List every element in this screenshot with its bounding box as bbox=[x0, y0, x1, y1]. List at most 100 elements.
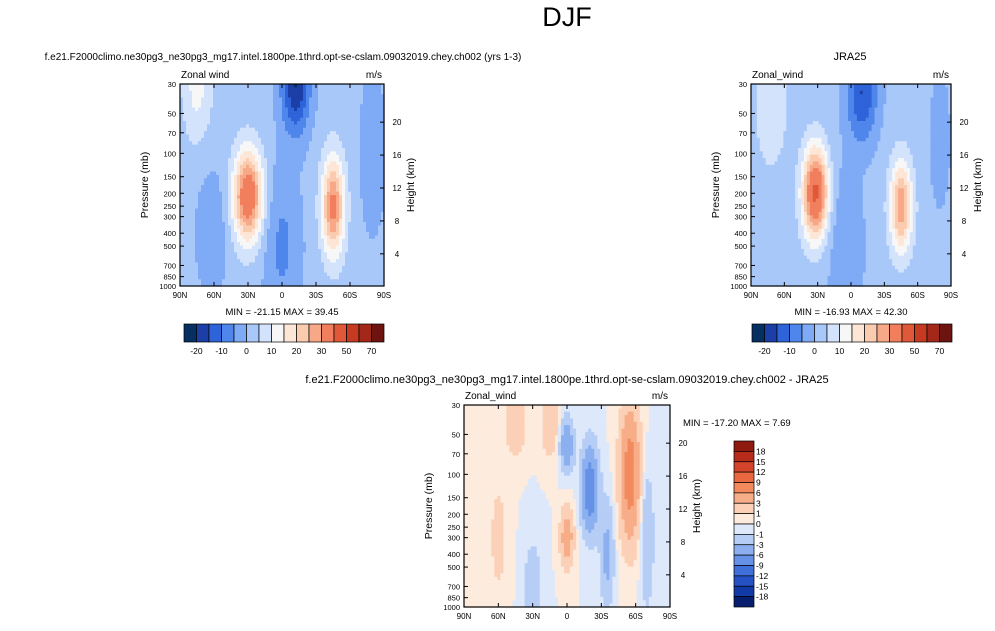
colorbar-swatch bbox=[764, 323, 778, 343]
x-tick-label: 60S bbox=[343, 291, 357, 300]
panel-1: 90N 60N 30N 0 30S 60S 90S 30 50 70 100 150 200 250 300… bbox=[139, 70, 417, 318]
colorbar-label: -20 bbox=[190, 346, 203, 356]
x-tick-label: 30N bbox=[810, 291, 825, 300]
colorbar-label: -1 bbox=[756, 529, 764, 539]
colorbar-swatch bbox=[271, 323, 285, 343]
p-tick-label: 850 bbox=[447, 594, 460, 603]
h-tick-label: 16 bbox=[960, 151, 969, 160]
panel3-title: f.e21.F2000climo.ne30pg3_ne30pg3_mg17.in… bbox=[305, 374, 828, 386]
variable-label: Zonal wind bbox=[181, 70, 229, 81]
colorbar-swatch bbox=[901, 323, 915, 343]
colorbar-swatch bbox=[826, 323, 840, 343]
h-tick-label: 20 bbox=[960, 118, 969, 127]
x-tick-label: 30S bbox=[877, 291, 891, 300]
colorbar-label: 30 bbox=[317, 346, 327, 356]
p-tick-label: 700 bbox=[447, 582, 460, 591]
p-tick-label: 250 bbox=[734, 202, 747, 211]
minmax-label: MIN = -17.20 MAX = 7.69 bbox=[683, 418, 791, 429]
p-tick-label: 50 bbox=[739, 109, 747, 118]
colorbar-swatch bbox=[321, 323, 335, 343]
colorbar-swatch bbox=[733, 596, 755, 608]
y-axis-label: Pressure (mb) bbox=[139, 152, 151, 219]
h-tick-label: 12 bbox=[393, 184, 402, 193]
colorbar-label: -10 bbox=[783, 346, 796, 356]
x-tick-label: 60N bbox=[207, 291, 222, 300]
x-tick-label: 60S bbox=[629, 612, 643, 621]
x-tick-label: 30S bbox=[309, 291, 323, 300]
p-tick-label: 400 bbox=[163, 229, 176, 238]
colorbar-label: -12 bbox=[756, 571, 769, 581]
colorbar-swatch bbox=[733, 585, 755, 597]
variable-label: Zonal_wind bbox=[465, 391, 516, 402]
colorbar-label: 3 bbox=[756, 498, 761, 508]
p-tick-label: 700 bbox=[734, 261, 747, 270]
p-tick-label: 500 bbox=[447, 563, 460, 572]
units-label: m/s bbox=[652, 391, 668, 402]
colorbar-swatch bbox=[926, 323, 940, 343]
colorbar-swatch bbox=[308, 323, 322, 343]
x-tick-label: 90S bbox=[944, 291, 958, 300]
colorbar-swatch bbox=[939, 323, 953, 343]
x-tick-label: 60N bbox=[491, 612, 506, 621]
x-tick-label: 90N bbox=[457, 612, 472, 621]
colorbar-label: -18 bbox=[756, 592, 769, 602]
colorbar-swatch bbox=[733, 471, 755, 483]
p-tick-label: 30 bbox=[452, 401, 460, 410]
colorbar-swatch bbox=[733, 554, 755, 566]
x-tick-label: 90S bbox=[377, 291, 391, 300]
x-tick-label: 90N bbox=[744, 291, 759, 300]
p-tick-label: 1000 bbox=[159, 282, 176, 291]
colorbar-label: -10 bbox=[215, 346, 228, 356]
y-axis-label: Pressure (mb) bbox=[423, 473, 435, 540]
figure-title: DJF bbox=[542, 2, 592, 32]
colorbar-swatch bbox=[371, 323, 385, 343]
panel-3: 90N 60N 30N 0 30S 60S 90S305070100150200250300… bbox=[423, 391, 791, 621]
y2-axis-label: Height (km) bbox=[405, 158, 417, 212]
colorbar-label: 20 bbox=[860, 346, 870, 356]
p-tick-label: 200 bbox=[734, 189, 747, 198]
p-tick-label: 400 bbox=[447, 550, 460, 559]
colorbar-swatch bbox=[283, 323, 297, 343]
panel1-title: f.e21.F2000climo.ne30pg3_ne30pg3_mg17.in… bbox=[45, 52, 522, 63]
colorbar-swatch bbox=[733, 461, 755, 473]
colorbar-label: 50 bbox=[342, 346, 352, 356]
colorbar-swatch bbox=[914, 323, 928, 343]
p-tick-label: 400 bbox=[734, 229, 747, 238]
colorbar-swatch bbox=[733, 502, 755, 514]
x-tick-label: 90S bbox=[663, 612, 677, 621]
colorbar-swatch bbox=[733, 440, 755, 452]
colorbar-label: 0 bbox=[756, 519, 761, 529]
colorbar-label: 20 bbox=[292, 346, 302, 356]
p-tick-label: 50 bbox=[168, 109, 176, 118]
p-tick-label: 500 bbox=[734, 242, 747, 251]
colorbar-swatch bbox=[733, 565, 755, 577]
units-label: m/s bbox=[366, 70, 382, 81]
p-tick-label: 1000 bbox=[443, 603, 460, 612]
colorbar-label: -20 bbox=[758, 346, 771, 356]
colorbar-swatch bbox=[851, 323, 865, 343]
colorbar-swatch bbox=[258, 323, 272, 343]
colorbar-swatch bbox=[889, 323, 903, 343]
x-tick-label: 0 bbox=[565, 612, 570, 621]
colorbar-panel1: -20 -10 0 10 20 30 50 70 bbox=[183, 323, 385, 356]
x-tick-label: 30S bbox=[594, 612, 608, 621]
colorbar-swatch bbox=[751, 323, 765, 343]
p-tick-label: 30 bbox=[168, 80, 176, 89]
colorbar-swatch bbox=[733, 482, 755, 494]
p-tick-label: 250 bbox=[163, 202, 176, 211]
colorbar-label: 12 bbox=[756, 467, 766, 477]
colorbar-label: 10 bbox=[835, 346, 845, 356]
y2-axis-label: Height (km) bbox=[691, 479, 703, 533]
p-tick-label: 500 bbox=[163, 242, 176, 251]
colorbar-label: 70 bbox=[935, 346, 945, 356]
panel-1-contour-field bbox=[180, 84, 385, 287]
h-tick-label: 16 bbox=[393, 151, 402, 160]
colorbar-swatch bbox=[358, 323, 372, 343]
x-tick-label: 60N bbox=[777, 291, 792, 300]
p-tick-label: 100 bbox=[734, 149, 747, 158]
colorbar-swatch bbox=[221, 323, 235, 343]
colorbar-swatch bbox=[233, 323, 247, 343]
p-tick-label: 100 bbox=[163, 149, 176, 158]
colorbar-label: -9 bbox=[756, 561, 764, 571]
